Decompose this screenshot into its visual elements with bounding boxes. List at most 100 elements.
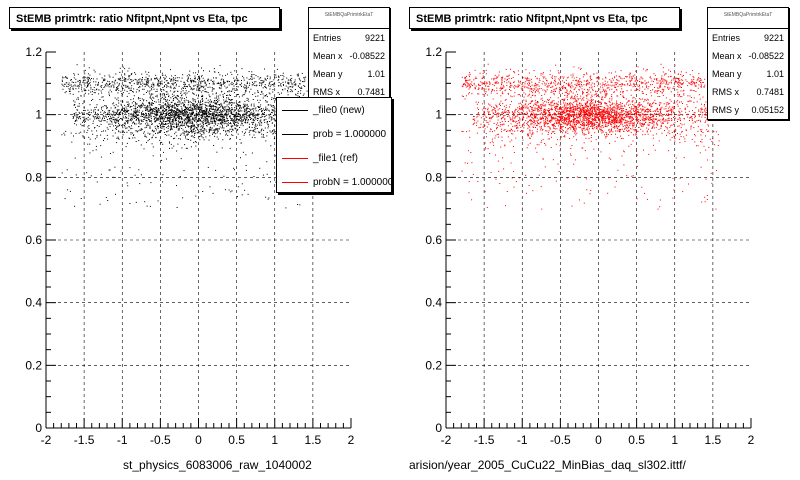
data-point [101, 84, 103, 86]
data-point [557, 119, 559, 121]
data-point [651, 120, 653, 122]
data-point [75, 112, 77, 114]
data-point [199, 118, 200, 120]
data-point [249, 114, 251, 116]
data-point [259, 82, 261, 84]
data-point [244, 118, 246, 120]
data-point [159, 116, 161, 118]
data-point [180, 112, 182, 113]
data-point [117, 110, 119, 112]
data-point [280, 83, 282, 84]
data-point [554, 114, 556, 116]
data-point [164, 108, 166, 109]
data-point [209, 127, 211, 129]
data-point [166, 80, 168, 82]
data-point [78, 105, 80, 107]
data-point [198, 80, 200, 82]
data-point [237, 94, 239, 95]
data-point [651, 122, 653, 124]
data-point [254, 108, 256, 110]
data-point [78, 132, 80, 134]
data-point [192, 119, 194, 121]
data-point [599, 111, 601, 113]
data-point [543, 109, 545, 111]
data-point [473, 116, 474, 118]
data-point [597, 112, 599, 114]
data-point [148, 124, 150, 126]
data-point [170, 128, 171, 130]
data-point [84, 73, 86, 75]
data-point [211, 117, 213, 119]
data-point [570, 111, 572, 113]
data-point [220, 113, 222, 115]
data-point [189, 107, 191, 109]
data-point [235, 111, 237, 113]
data-point [138, 111, 140, 113]
data-points [61, 64, 321, 209]
data-point [260, 104, 262, 106]
data-point [94, 118, 96, 120]
data-point [201, 85, 203, 87]
data-point [118, 84, 120, 86]
data-point [609, 120, 610, 122]
data-point [183, 113, 184, 115]
data-point [576, 122, 578, 124]
data-point [139, 86, 141, 88]
data-point [503, 129, 505, 131]
data-point [225, 99, 227, 101]
data-point [649, 103, 651, 104]
data-point [178, 85, 180, 87]
data-point [203, 139, 205, 141]
data-point [292, 85, 294, 87]
data-point [167, 119, 169, 121]
data-point [186, 80, 188, 81]
data-point [255, 118, 257, 120]
data-point [71, 85, 73, 87]
data-point [106, 134, 108, 136]
data-point [187, 121, 189, 123]
data-point [619, 114, 621, 116]
data-point [543, 125, 545, 127]
data-point [287, 86, 289, 88]
data-point [105, 82, 107, 84]
data-point [202, 122, 204, 124]
data-point [132, 91, 134, 92]
data-point [152, 93, 154, 95]
data-point [130, 116, 132, 118]
data-point [561, 121, 563, 123]
data-point [186, 114, 188, 116]
data-point [159, 104, 161, 106]
data-point [184, 81, 186, 83]
data-point [150, 79, 152, 81]
data-point [241, 122, 243, 124]
data-point [122, 117, 124, 119]
data-point [543, 120, 545, 122]
data-point [536, 120, 538, 122]
data-point [244, 92, 246, 94]
data-point [163, 81, 165, 83]
data-point [156, 117, 158, 119]
data-point [173, 107, 175, 109]
data-point [655, 127, 657, 129]
data-point [143, 107, 145, 109]
data-point [161, 111, 163, 113]
data-point [82, 121, 83, 123]
data-point [271, 109, 273, 111]
data-point [648, 122, 650, 124]
data-point [168, 99, 170, 101]
data-point [243, 117, 245, 119]
data-point [192, 92, 193, 94]
data-point [208, 112, 210, 114]
data-point [199, 76, 200, 78]
data-point [529, 110, 530, 112]
data-point [518, 103, 520, 105]
data-point [61, 83, 63, 85]
data-point [278, 75, 280, 77]
data-point [642, 108, 643, 110]
data-point [157, 109, 159, 111]
data-point [174, 112, 176, 114]
data-point [195, 195, 197, 197]
data-point [221, 91, 223, 93]
data-point [222, 118, 224, 120]
data-point [552, 124, 554, 126]
